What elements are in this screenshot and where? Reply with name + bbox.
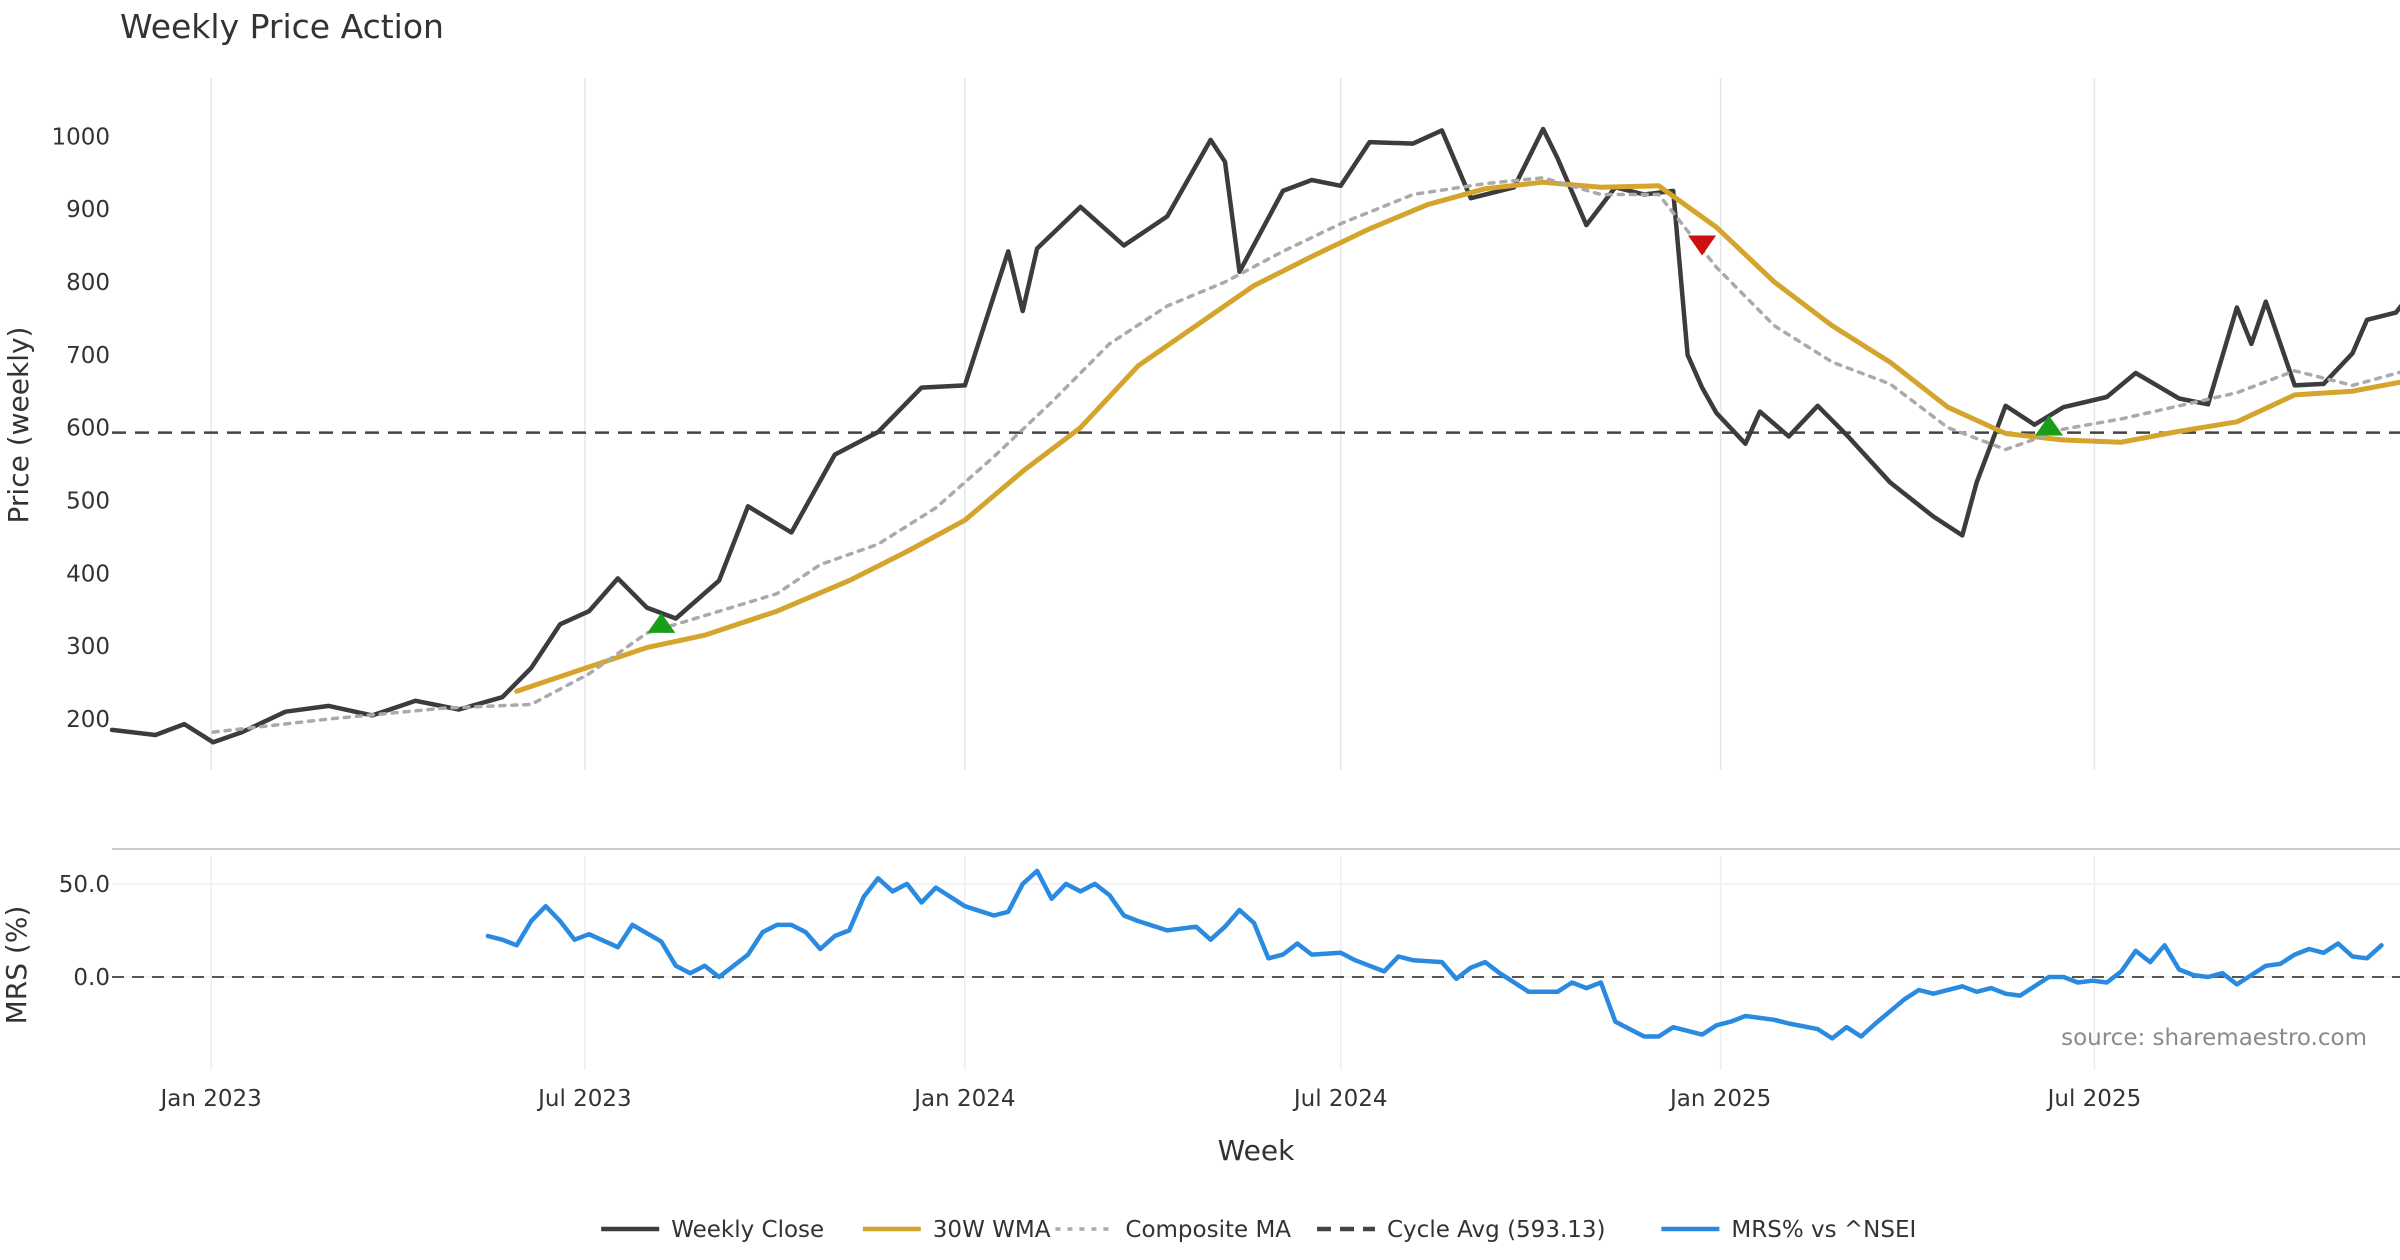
mrs-y-tick-label: 0.0 [73, 965, 110, 991]
legend-label: MRS% vs ^NSEI [1731, 1217, 1916, 1243]
mrs-y-ticks: 0.0 50.0 [59, 872, 110, 991]
x-tick-label: Jul 2024 [1292, 1086, 1388, 1112]
x-tick-label: Jan 2023 [158, 1086, 261, 1112]
series-composite-ma [211, 176, 2400, 734]
price-y-tick-label: 500 [66, 488, 110, 514]
buy-signal-marker [2034, 415, 2063, 436]
price-y-ticks: 200 300 400 500 600 700 800 900 1000 [51, 124, 110, 733]
mrs-grid [112, 856, 2400, 1070]
price-series [109, 126, 2400, 745]
legend-label: Weekly Close [671, 1217, 824, 1243]
price-y-axis-label: Price (weekly) [2, 327, 35, 524]
price-y-tick-label: 900 [66, 197, 110, 223]
series-mrs-vs-nsei [485, 868, 2384, 1041]
legend-label: Cycle Avg (593.13) [1387, 1217, 1606, 1243]
chart-title: Weekly Price Action [120, 7, 444, 46]
signal-markers [647, 235, 2063, 633]
buy-signal-marker [647, 612, 676, 633]
price-y-tick-label: 400 [66, 561, 110, 587]
price-y-tick-label: 200 [66, 707, 110, 733]
mrs-series [485, 868, 2384, 1041]
x-tick-label: Jul 2023 [536, 1086, 632, 1112]
price-y-tick-label: 700 [66, 343, 110, 369]
price-y-tick-label: 600 [66, 416, 110, 442]
sell-signal-marker [1688, 235, 1717, 256]
price-grid [210, 78, 2096, 770]
x-tick-label: Jul 2025 [2046, 1086, 2142, 1112]
x-tick-label: Jan 2024 [912, 1086, 1015, 1112]
legend: Weekly Close 30W WMA Composite MA Cycle Avg… [601, 1217, 1916, 1243]
price-y-tick-label: 1000 [51, 124, 110, 150]
mrs-y-tick-label: 50.0 [59, 872, 110, 898]
series-weekly-close [109, 126, 2400, 745]
price-y-tick-label: 300 [66, 634, 110, 660]
mrs-y-axis-label: MRS (%) [0, 906, 33, 1025]
price-y-tick-label: 800 [66, 270, 110, 296]
x-tick-labels: Jan 2023 Jul 2023 Jan 2024 Jul 2024 Jan 2025… [158, 1086, 2141, 1112]
source-note: source: sharemaestro.com [2061, 1025, 2367, 1051]
legend-label: 30W WMA [933, 1217, 1051, 1243]
x-tick-label: Jan 2025 [1668, 1086, 1771, 1112]
x-axis-label: Week [1218, 1134, 1295, 1167]
legend-label: Composite MA [1125, 1217, 1291, 1243]
series-30w-wma [514, 179, 2400, 694]
